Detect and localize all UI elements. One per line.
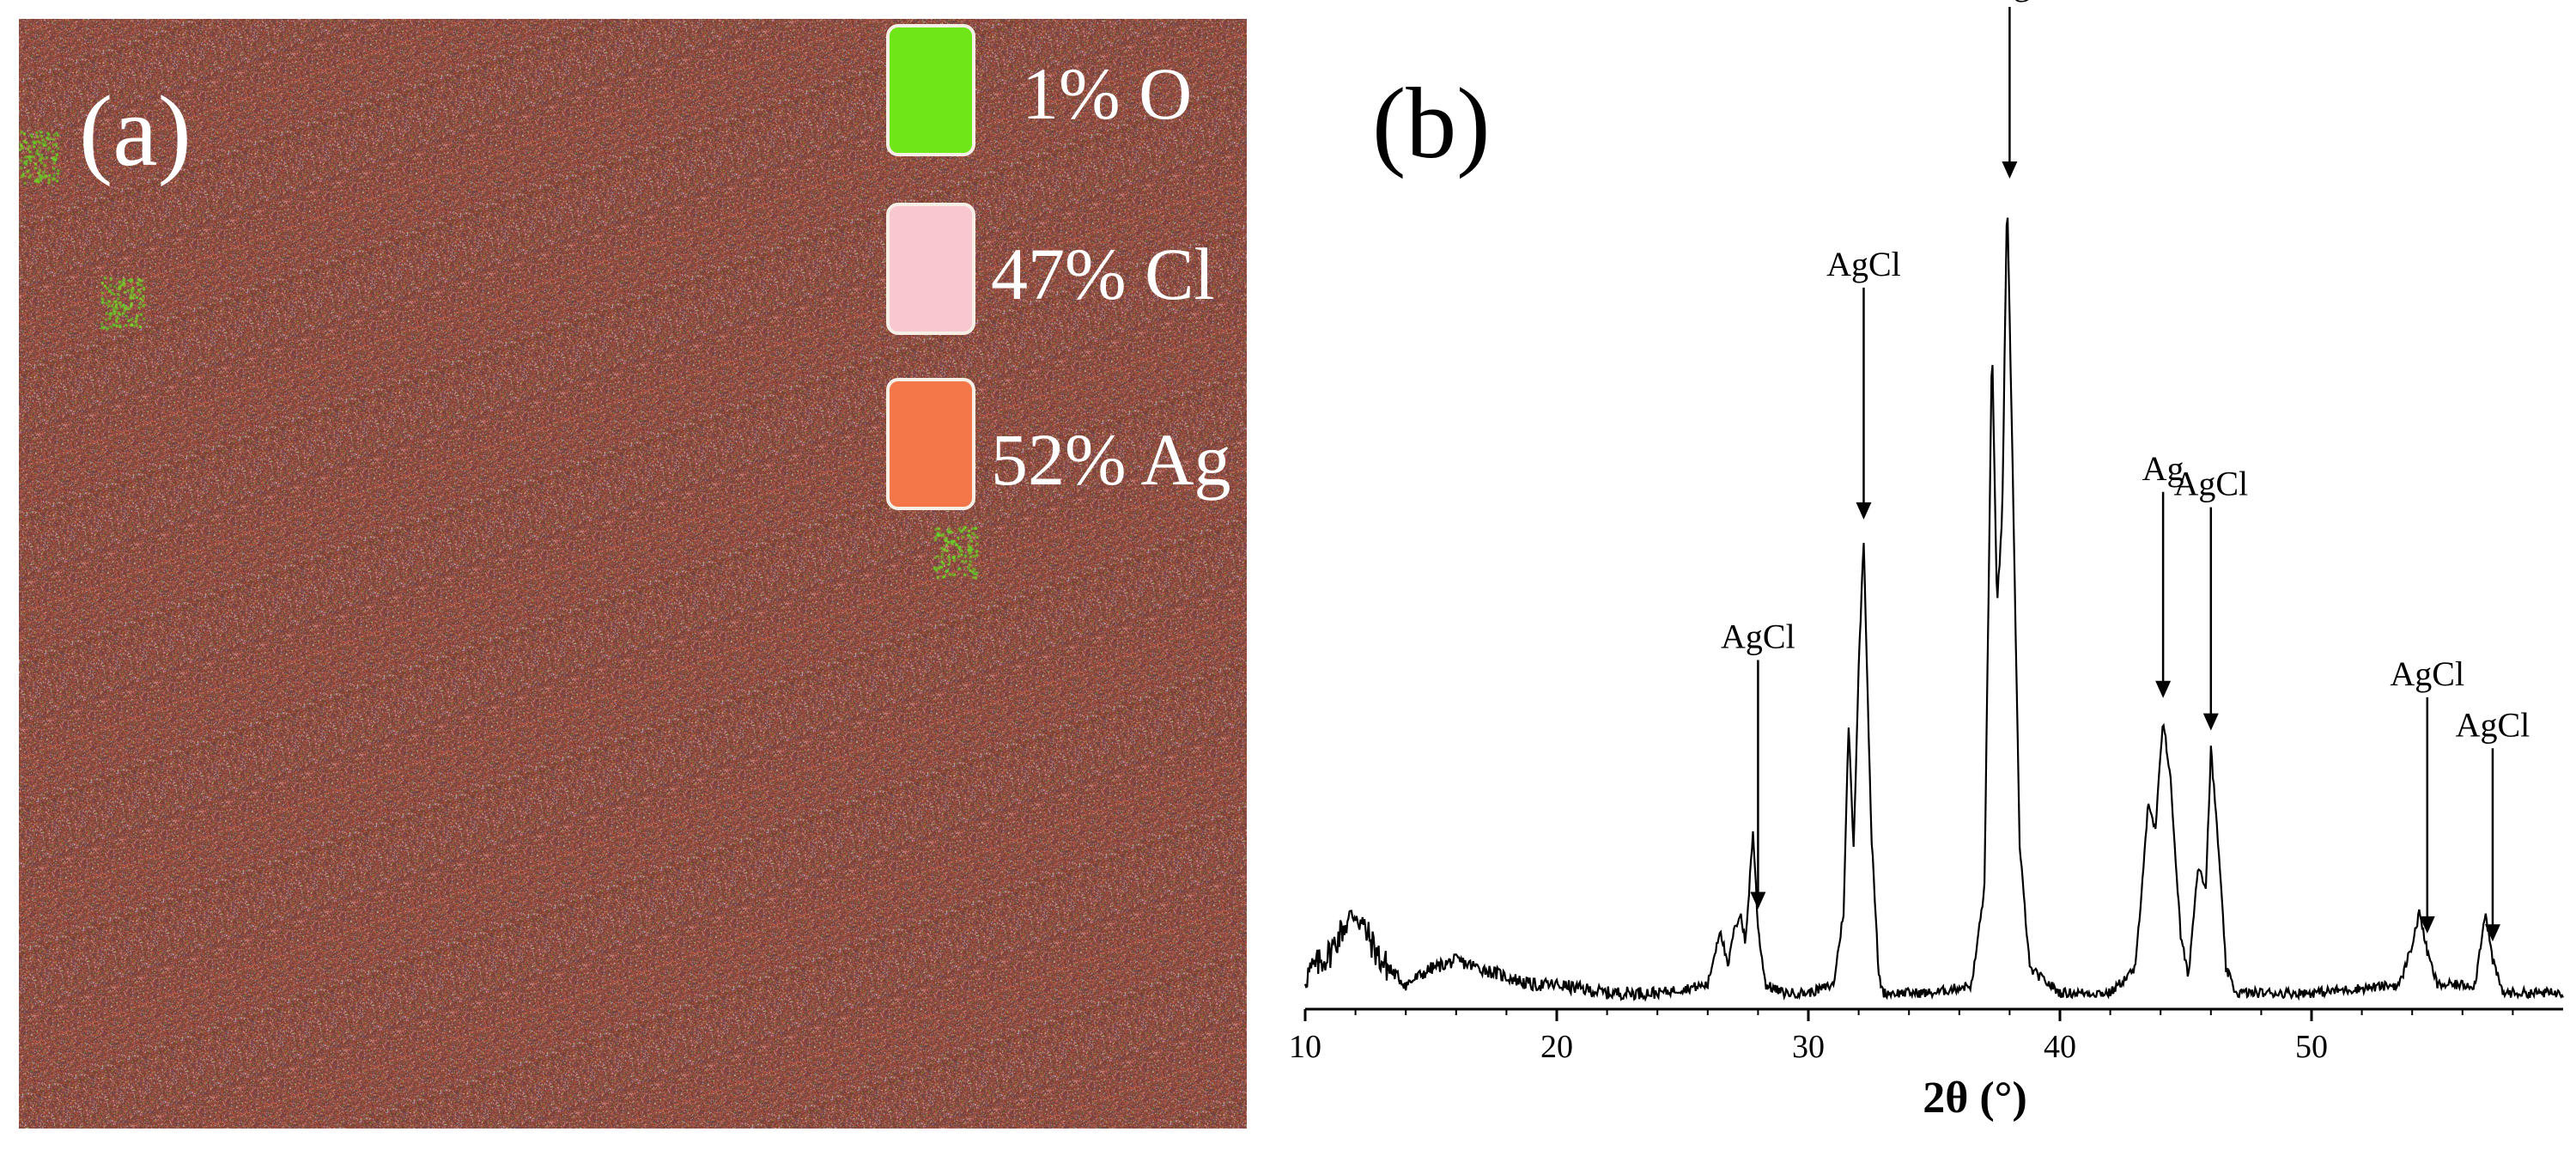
peak-arrow-head [2202,713,2219,731]
legend-label-oxygen: 1% O [1022,52,1193,135]
legend-label-silver: 52% Ag [991,418,1231,501]
legend-swatch-chlorine [886,203,975,335]
peak-label: AgCl [2173,465,2248,503]
legend-swatch-silver [886,378,975,510]
x-tick-label: 10 [1289,1029,1321,1065]
legend-swatch-oxygen [886,24,975,156]
peak-label: Ag [1989,0,2031,3]
peak-arrow-head [2419,916,2435,934]
xrd-pattern-line [1303,217,2564,1002]
peak-arrow-head [1750,891,1766,910]
peak-label: AgCl [1721,618,1795,656]
peak-arrow-head [2155,680,2172,698]
peak-arrow-head [2484,924,2500,942]
legend-label-chlorine: 47% Cl [991,233,1215,315]
x-axis-title: 2θ (°) [1923,1074,2027,1123]
peak-label: AgCl [2390,654,2464,693]
peak-label: Ag [2142,449,2184,488]
x-tick-label: 50 [2295,1029,2328,1065]
elemental-map-panel: (a) 1% O 47% Cl 52% Ag [19,19,1247,1129]
x-tick-label: 30 [1792,1029,1825,1065]
x-tick-label: 20 [1540,1029,1573,1065]
panel-b-label: (b) [1372,67,1491,179]
peak-label: AgCl [2456,705,2530,744]
peak-arrow-head [2002,161,2018,179]
peak-arrow-head [1856,502,1872,520]
x-tick-label: 40 [2044,1029,2076,1065]
elemental-map-image [19,19,1247,1129]
peak-label: AgCl [1826,245,1901,283]
panel-a-label: (a) [79,75,191,187]
